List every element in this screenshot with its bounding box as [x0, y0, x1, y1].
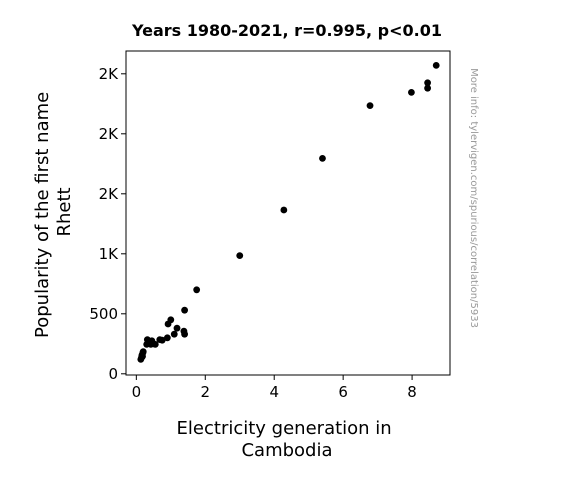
x-axis-ticks: 0 2 4 6 8	[132, 375, 417, 401]
x-axis-label: Electricity generation in Cambodia	[177, 418, 398, 461]
data-point-31	[424, 79, 431, 87]
plot-area-frame	[125, 50, 451, 376]
data-point-24	[193, 286, 201, 294]
y-tick-label-5: 2K	[99, 65, 120, 83]
y-tick-label-3: 2K	[99, 185, 120, 203]
data-point-16	[163, 334, 171, 342]
data-points	[137, 62, 440, 363]
data-point-22	[181, 330, 189, 338]
data-point-6	[139, 348, 147, 355]
data-point-19	[170, 330, 178, 338]
data-point-32	[432, 62, 440, 69]
y-axis-label-line-2: Rhett	[54, 187, 75, 236]
data-point-26	[280, 206, 288, 214]
x-tick-label-0: 0	[132, 383, 142, 401]
x-tick-label-3: 6	[338, 383, 348, 401]
y-tick-label-1: 500	[89, 305, 118, 323]
y-axis-label-line-1: Popularity of the first name	[32, 92, 53, 338]
y-tick-label-4: 2K	[99, 125, 120, 143]
y-tick-label-2: 1K	[99, 245, 120, 263]
data-point-30	[424, 84, 431, 92]
y-axis-label: Popularity of the first name Rhett	[32, 86, 75, 338]
x-tick-label-2: 4	[269, 383, 279, 401]
chart-title: Years 1980-2021, r=0.995, p<0.01	[131, 21, 442, 40]
data-point-13	[151, 341, 159, 348]
data-point-27	[319, 155, 326, 162]
data-point-23	[181, 306, 189, 314]
x-axis-label-line-2: Cambodia	[241, 440, 332, 461]
x-tick-label-4: 8	[407, 383, 417, 401]
y-tick-label-0: 0	[108, 365, 118, 383]
data-point-25	[236, 252, 244, 259]
data-point-28	[366, 102, 374, 109]
data-point-29	[408, 89, 415, 96]
x-tick-label-1: 2	[201, 383, 211, 401]
data-point-18	[167, 316, 175, 324]
data-point-15	[158, 336, 166, 344]
y-axis-ticks: 0 500 1K 2K 2K 2K	[89, 65, 126, 383]
x-axis-label-line-1: Electricity generation in	[177, 418, 392, 439]
source-watermark: More info: tylervigen.com/spurious/corre…	[468, 68, 479, 328]
data-point-20	[173, 324, 181, 332]
